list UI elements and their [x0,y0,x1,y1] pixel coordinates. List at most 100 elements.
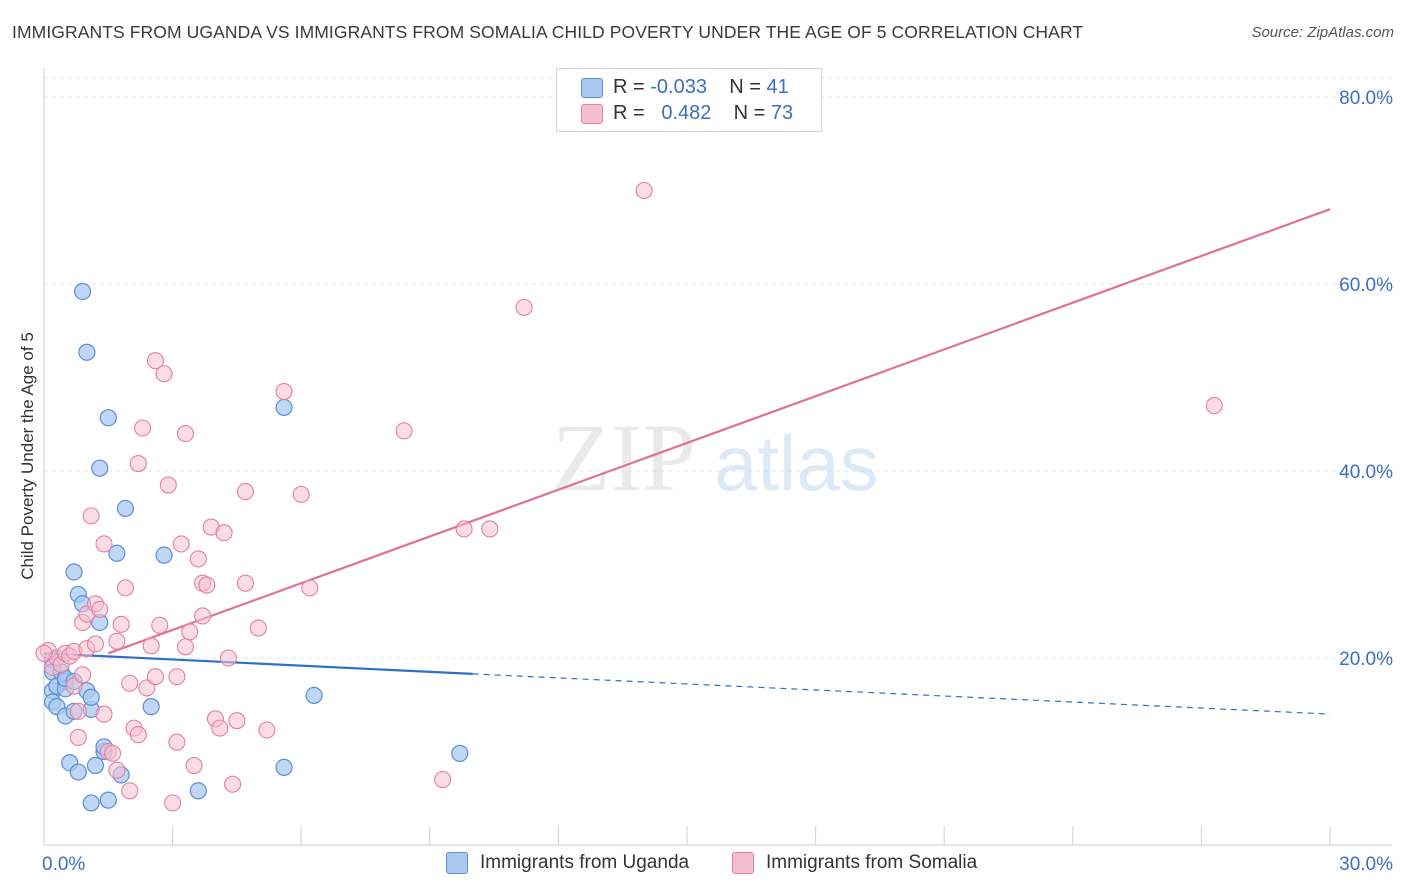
watermark-zip: ZIP [552,404,696,511]
uganda-point [91,459,109,477]
somalia-point [224,775,242,793]
somalia-point [515,298,533,316]
somalia-point [82,507,100,525]
somalia-point [146,668,165,686]
somalia-point [301,579,319,597]
uganda-point [305,686,323,705]
somalia-point [69,702,87,720]
uganda-trend-line [43,652,473,675]
somalia-point [159,476,177,494]
somalia-swatch [581,104,603,124]
somalia-point [249,619,267,637]
uganda-point [99,409,117,427]
somalia-point [129,726,147,744]
somalia-points [35,181,1223,812]
correlation-legend: R = -0.033 N = 41 R = 0.482 N = 73 [556,68,822,132]
legend-label-somalia: Immigrants from Somalia [766,852,978,873]
uganda-point [86,756,105,775]
somalia-point [176,638,195,656]
somalia-point [228,712,246,730]
somalia-point [146,352,165,370]
somalia-point [219,649,237,667]
somalia-point [189,550,207,568]
somalia-point [185,756,203,775]
somalia-point [112,615,130,633]
uganda-point [142,698,160,716]
trend-lines [43,208,1331,715]
somalia-point [95,705,113,723]
somalia-point [104,744,122,762]
somalia-point [151,616,169,634]
chart-title: IMMIGRANTS FROM UGANDA VS IMMIGRANTS FRO… [12,22,1084,42]
somalia-point [86,635,104,653]
somalia-point [194,607,212,625]
somalia-point [176,425,195,443]
somalia-point [95,535,113,553]
somalia-point [434,770,452,789]
somalia-trend-line [107,208,1331,655]
somalia-point [236,574,255,592]
uganda-legend-swatch [446,852,468,874]
somalia-point [155,365,173,383]
somalia-point [635,181,653,200]
y-tick-label-40: 40.0% [1339,462,1393,483]
somalia-point [211,719,229,737]
r-label: R = [613,101,645,124]
axes [43,68,1392,846]
legend-item-uganda: Immigrants from Uganda [446,852,689,874]
uganda-point [108,544,126,562]
gridlines [44,77,1392,659]
somalia-point [116,579,134,597]
somalia-point [168,733,186,751]
somalia-point [275,382,293,401]
y-tick-label-80: 80.0% [1339,88,1393,109]
legend-text-uganda: R = -0.033 N = 41 [613,76,789,99]
x-tick-label-min: 0.0% [42,854,85,875]
uganda-point [275,398,293,417]
legend-label-uganda: Immigrants from Uganda [480,852,690,873]
y-axis-label: Child Poverty Under the Age of 5 [18,332,37,580]
uganda-point [275,758,293,776]
somalia-point [69,728,87,747]
n-value: 41 [766,75,789,98]
somalia-point [1205,396,1223,415]
somalia-point [129,454,147,473]
somalia-point [215,524,233,542]
somalia-point [35,644,53,662]
r-value: 0.482 [661,101,712,124]
somalia-point [121,674,139,692]
uganda-point [65,563,83,581]
legend-item-somalia: Immigrants from Somalia [732,852,977,874]
somalia-point [108,761,126,779]
r-label: R = [613,75,645,98]
somalia-point [172,535,190,553]
uganda-point [99,791,117,809]
watermark-atlas: atlas [714,419,879,507]
tick-labels: 20.0% 40.0% 60.0% 80.0% 0.0% 30.0% [42,88,1393,875]
somalia-point [91,600,109,618]
somalia-point [455,520,473,538]
somalia-point [134,419,152,437]
uganda-point [69,763,87,781]
somalia-point [258,721,276,739]
uganda-point [189,782,207,800]
n-label: N = [733,101,766,124]
somalia-point [164,794,182,812]
x-tick-label-max: 30.0% [1339,854,1393,875]
somalia-point [292,485,310,503]
somalia-legend-swatch [732,852,754,874]
uganda-point [82,688,100,706]
uganda-point [78,343,96,361]
source-label: Source: ZipAtlas.com [1251,24,1394,41]
legend-text-somalia: R = 0.482 N = 73 [613,102,793,125]
watermark: ZIP atlas [552,404,879,511]
somalia-point [198,576,216,594]
somalia-point [142,637,160,655]
y-tick-label-60: 60.0% [1339,275,1393,296]
uganda-point [116,499,135,517]
somalia-point [181,623,199,641]
somalia-point [481,520,499,538]
y-tick-label-20: 20.0% [1339,649,1393,670]
uganda-point [155,546,173,564]
